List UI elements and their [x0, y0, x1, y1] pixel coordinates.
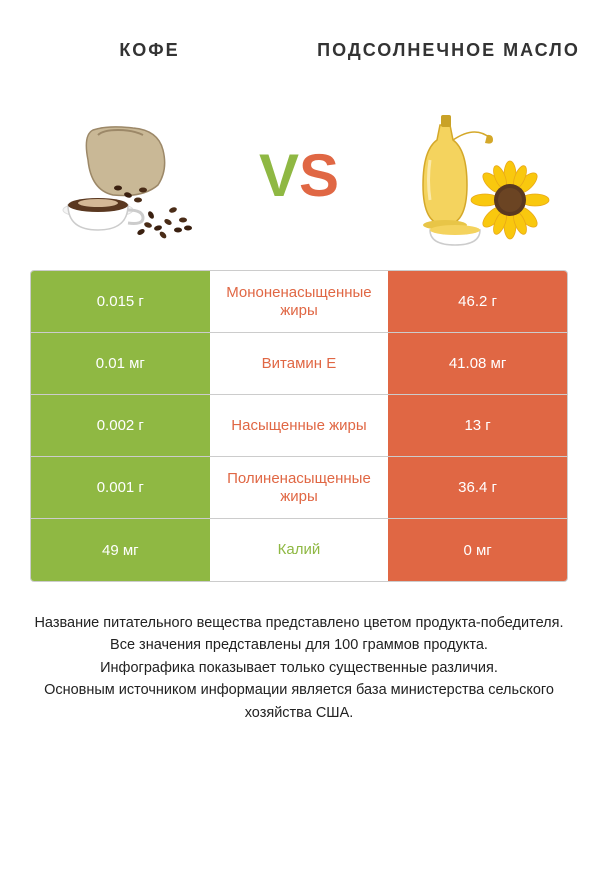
footnote-line-3: Инфографика показывает только существенн… [30, 657, 568, 679]
nutrient-label: Насыщенные жиры [210, 395, 389, 456]
nutrient-label: Полиненасыщенные жиры [210, 457, 389, 518]
table-row: 0.015 гМононенасыщенные жиры46.2 г [31, 271, 567, 333]
right-value: 36.4 г [388, 457, 567, 518]
nutrient-label: Калий [210, 519, 389, 581]
footnote-line-1: Название питательного вещества представл… [30, 612, 568, 634]
left-value: 0.002 г [31, 395, 210, 456]
right-value: 0 мг [388, 519, 567, 581]
coffee-image [33, 95, 233, 255]
left-value: 0.015 г [31, 271, 210, 332]
footnote: Название питательного вещества представл… [30, 612, 568, 724]
table-row: 49 мгКалий0 мг [31, 519, 567, 581]
left-value: 0.01 мг [31, 333, 210, 394]
vs-s: S [299, 141, 339, 210]
infographic-container: КОФЕ ПОДСОЛНЕЧНОЕ МАСЛО [0, 0, 598, 874]
title-left: КОФЕ [0, 40, 299, 61]
title-right: ПОДСОЛНЕЧНОЕ МАСЛО [299, 40, 598, 61]
table-row: 0.01 мгВитамин E41.08 мг [31, 333, 567, 395]
titles-row: КОФЕ ПОДСОЛНЕЧНОЕ МАСЛО [0, 0, 598, 80]
right-value: 13 г [388, 395, 567, 456]
footnote-line-2: Все значения представлены для 100 граммо… [30, 634, 568, 656]
right-value: 46.2 г [388, 271, 567, 332]
vs-label: VS [259, 141, 339, 210]
oil-image [365, 95, 565, 255]
vs-v: V [259, 141, 299, 210]
comparison-table: 0.015 гМононенасыщенные жиры46.2 г0.01 м… [30, 270, 568, 582]
table-row: 0.001 гПолиненасыщенные жиры36.4 г [31, 457, 567, 519]
footnote-line-4: Основным источником информации является … [30, 679, 568, 724]
nutrient-label: Витамин E [210, 333, 389, 394]
images-row: VS [0, 80, 598, 270]
right-value: 41.08 мг [388, 333, 567, 394]
nutrient-label: Мононенасыщенные жиры [210, 271, 389, 332]
left-value: 0.001 г [31, 457, 210, 518]
left-value: 49 мг [31, 519, 210, 581]
table-row: 0.002 гНасыщенные жиры13 г [31, 395, 567, 457]
